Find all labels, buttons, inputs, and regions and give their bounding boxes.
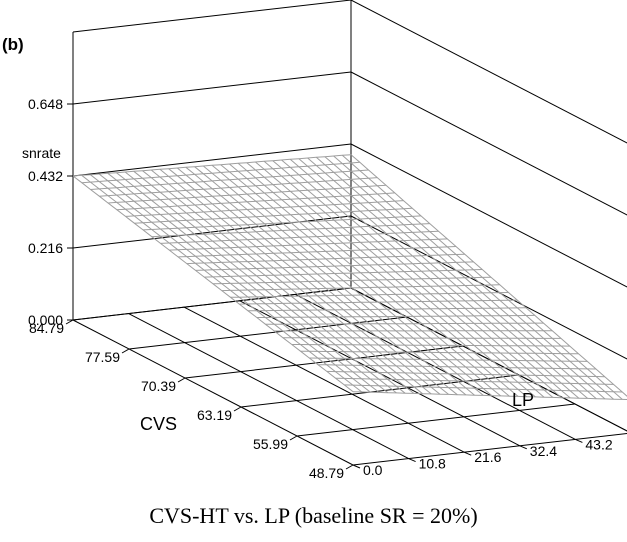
y-tick-label-0: 0.0 [363,462,383,478]
surface-line-v-14 [194,166,475,396]
left-wall-gridline-1 [72,215,352,249]
back-wall-gridline-3 [350,71,627,216]
back-wall-gridline-2 [350,143,627,288]
surface-line-v-4 [107,172,389,394]
y-tick-label-4: 43.2 [585,436,612,452]
z-tick-label-2: 0.432 [28,168,63,184]
surface-line-v-10 [159,168,441,395]
y-axis-label: LP [512,390,534,410]
floor-gridline-x-2 [184,345,464,379]
surface-line-v-1 [81,174,363,393]
z-tick-label-3: 0.648 [28,96,63,112]
surface-line-v-5 [116,172,397,394]
surface-line-v-7 [133,170,415,394]
surface-line-v-21 [255,161,536,398]
floor-gridline-y-2 [183,306,465,453]
surface-line-v-13 [185,166,467,396]
z-tick-label-0: 0.000 [28,312,63,328]
left-wall-gridline-2 [72,143,352,177]
axis-ticks: 0.000 0.216 0.432 0.648 84.79 77.59 70.39 63.19… [28,96,613,481]
surface-line-v-19 [237,162,519,397]
surface-line-v-16 [211,164,493,397]
surface-line-u-32 [352,391,627,401]
y-tick-mark-4 [575,438,583,443]
surface-line-v-31 [341,154,623,400]
surface-line-v-11 [168,168,449,395]
y-tick-label-3: 32.4 [530,443,557,459]
floor-gridline-x-5 [352,432,627,466]
floor-gridline-y-1 [128,313,409,460]
y-tick-mark-3 [519,445,527,450]
x-tick-label-4: 55.99 [253,436,288,452]
floor-gridline-x-4 [296,403,576,437]
surface-line-v-18 [229,163,510,397]
surface-line-v-26 [298,158,580,399]
panel-label: (b) [2,35,24,54]
x-tick-mark-2 [177,377,186,383]
surface-line-v-8 [142,170,423,395]
x-tick-label-5: 48.79 [309,465,344,481]
surface-line-v-22 [263,160,545,398]
surface-line-v-32 [350,154,627,397]
surface-line-v-0 [72,175,354,393]
back-wall-gridline-4 [350,0,627,144]
left-wall-gridline-4 [72,0,352,33]
y-tick-mark-0 [352,464,361,469]
left-wall-gridline-3 [72,71,352,105]
surface-line-v-24 [281,159,562,399]
surface-line-v-9 [150,169,432,395]
surface-chart: 0.000 0.216 0.432 0.648 84.79 77.59 70.39 63.19… [2,0,627,481]
surface-line-v-28 [315,156,597,400]
y-tick-label-2: 21.6 [474,449,501,465]
x-axis-label: CVS [140,414,177,434]
surface-line-v-23 [272,160,554,398]
surface-line-v-3 [98,173,380,393]
floor-gridline-x-1 [128,316,408,350]
surface-line-v-30 [333,155,614,400]
back-wall-gridline-1 [350,215,627,360]
surface-line-v-12 [176,167,458,396]
x-tick-mark-5 [345,464,354,470]
surface-line-v-15 [202,165,484,396]
y-tick-mark-2 [464,451,472,456]
surface-line-v-29 [324,156,606,400]
surface-line-v-20 [246,162,528,398]
x-tick-label-3: 63.19 [197,407,232,423]
x-tick-mark-1 [121,348,130,354]
x-tick-mark-3 [233,406,242,412]
figure-caption: CVS-HT vs. LP (baseline SR = 20%) [149,503,478,528]
floor-gridline-y-0 [72,319,354,466]
y-tick-mark-1 [408,458,416,463]
x-tick-label-2: 70.39 [141,378,176,394]
surface-line-v-6 [124,171,406,394]
x-tick-label-1: 77.59 [85,349,120,365]
x-tick-mark-4 [289,435,298,441]
y-tick-label-1: 10.8 [419,456,446,472]
z-axis-label: snrate [22,145,61,161]
surface-line-v-25 [289,158,571,399]
x-tick-label-0: 84.79 [29,320,64,336]
z-tick-label-1: 0.216 [28,240,63,256]
surface-line-v-27 [307,157,588,399]
x-tick-mark-0 [65,319,74,325]
surface-line-v-2 [90,174,371,393]
surface-line-v-17 [220,164,502,397]
data-surface-mesh [72,154,627,401]
